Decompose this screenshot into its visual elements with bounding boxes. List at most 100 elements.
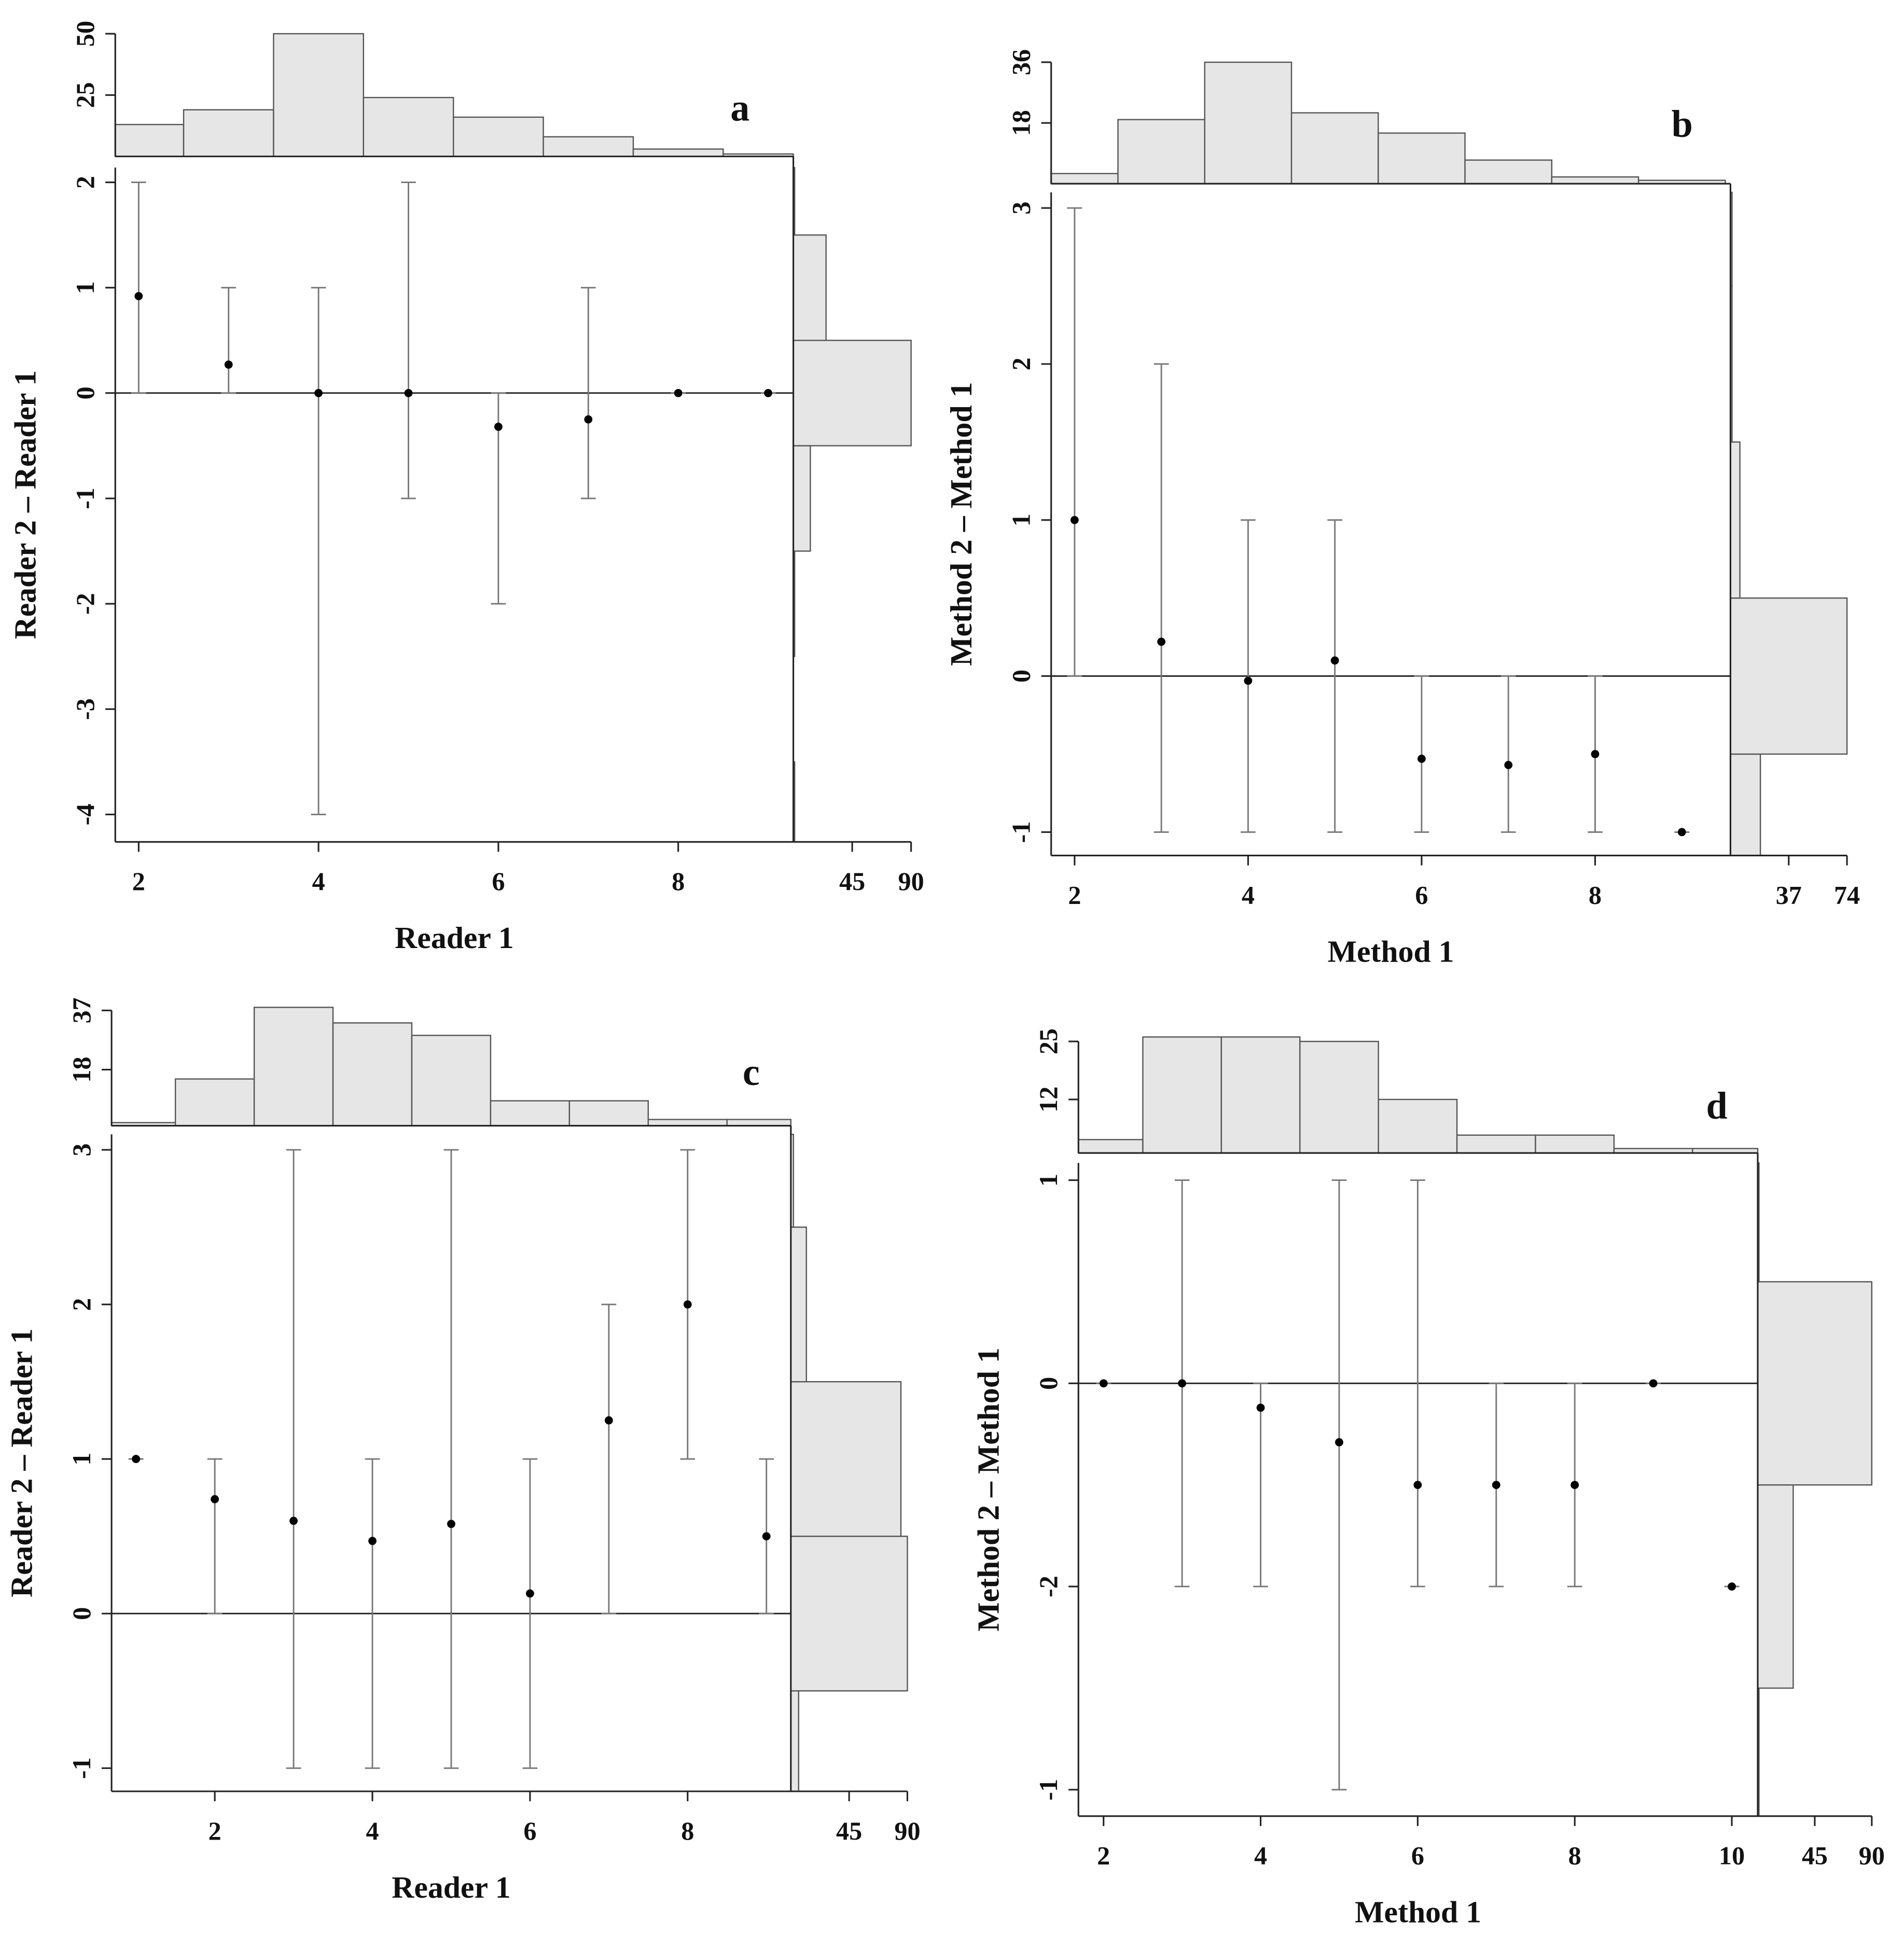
error-bar bbox=[1414, 675, 1429, 833]
y-tick-label: -3 bbox=[71, 698, 100, 720]
point bbox=[1099, 1379, 1108, 1388]
point bbox=[1417, 755, 1426, 763]
point bbox=[314, 388, 323, 397]
top-hist-bar bbox=[647, 1119, 728, 1126]
top-hist-bar bbox=[411, 1035, 492, 1126]
x-tick-label: 8 bbox=[1568, 1841, 1581, 1870]
right-hist-bar bbox=[790, 1226, 807, 1383]
x-tick-label: 6 bbox=[1411, 1841, 1424, 1870]
top-hist-bar bbox=[1290, 112, 1379, 185]
right-hist-tick-label: 90 bbox=[894, 1816, 920, 1845]
x-tick-label: 8 bbox=[681, 1816, 694, 1845]
top-hist-bar bbox=[1378, 132, 1466, 185]
point bbox=[1256, 1403, 1265, 1412]
y-tick-label: 2 bbox=[1007, 357, 1036, 370]
top-hist-bar bbox=[543, 136, 634, 157]
point bbox=[1492, 1481, 1500, 1489]
y-tick-label: 3 bbox=[1007, 201, 1036, 214]
point bbox=[447, 1520, 455, 1528]
panel-letter: d bbox=[1706, 1085, 1728, 1127]
point bbox=[368, 1537, 377, 1546]
y-axis-label: Reader 2 – Reader 1 bbox=[8, 370, 43, 639]
y-tick-label: 1 bbox=[71, 281, 100, 294]
point bbox=[526, 1589, 534, 1598]
y-tick-label: 3 bbox=[67, 1144, 96, 1157]
y-axis-label: Method 2 – Method 1 bbox=[971, 1347, 1006, 1632]
point bbox=[134, 292, 143, 300]
y-tick-label: 0 bbox=[1034, 1377, 1063, 1390]
top-hist-tick-label: 12 bbox=[1034, 1087, 1063, 1112]
right-hist-bar bbox=[1730, 441, 1741, 599]
y-tick-label: 0 bbox=[67, 1607, 96, 1620]
x-tick-label: 6 bbox=[1415, 880, 1428, 909]
error-bar bbox=[522, 1458, 538, 1769]
error-bar bbox=[1153, 363, 1169, 833]
right-hist-bar bbox=[1730, 597, 1848, 755]
error-bar bbox=[1410, 1179, 1425, 1588]
top-hist-bar bbox=[1050, 173, 1119, 185]
point bbox=[1070, 516, 1079, 524]
top-hist-bar bbox=[273, 33, 365, 157]
point bbox=[1335, 1438, 1343, 1446]
x-tick-label: 10 bbox=[1719, 1841, 1745, 1870]
x-tick-label: 4 bbox=[1242, 880, 1255, 909]
y-tick-label: -4 bbox=[71, 804, 100, 826]
right-hist-tick-label: 45 bbox=[1802, 1841, 1828, 1870]
right-hist-bar bbox=[793, 234, 827, 341]
x-axis-label: Reader 1 bbox=[395, 921, 514, 955]
x-tick-label: 6 bbox=[492, 867, 505, 896]
y-tick-label: 1 bbox=[1034, 1174, 1063, 1187]
x-tick-label: 8 bbox=[1589, 880, 1602, 909]
point bbox=[1244, 676, 1253, 685]
top-hist-bar bbox=[332, 1022, 413, 1126]
right-hist-bar bbox=[790, 1690, 799, 1792]
point bbox=[211, 1495, 219, 1503]
point bbox=[224, 360, 233, 369]
top-hist-bar bbox=[115, 123, 185, 157]
point bbox=[674, 388, 683, 397]
x-axis-label: Method 1 bbox=[1328, 934, 1454, 968]
right-hist-bar bbox=[790, 1536, 908, 1692]
x-tick-label: 2 bbox=[132, 867, 145, 896]
y-tick-label: -1 bbox=[1007, 822, 1036, 843]
error-bar bbox=[1327, 519, 1343, 833]
top-hist-bar bbox=[490, 1100, 571, 1126]
top-hist-bar bbox=[452, 116, 544, 157]
y-tick-label: 1 bbox=[1007, 513, 1036, 526]
top-hist-tick-label: 25 bbox=[1034, 1028, 1063, 1054]
top-hist-bar bbox=[1117, 119, 1205, 185]
x-axis-label: Reader 1 bbox=[392, 1870, 511, 1904]
error-bar bbox=[401, 182, 416, 499]
top-hist-bar bbox=[174, 1078, 255, 1126]
right-hist-tick-label: 90 bbox=[1859, 1841, 1885, 1870]
point bbox=[1157, 637, 1166, 646]
y-tick-label: -2 bbox=[71, 593, 100, 615]
error-bar bbox=[131, 182, 146, 394]
x-tick-label: 6 bbox=[523, 1816, 536, 1845]
error-bar bbox=[580, 287, 596, 499]
point bbox=[764, 388, 772, 397]
panel-letter: b bbox=[1672, 103, 1693, 146]
y-tick-label: -1 bbox=[67, 1757, 96, 1779]
right-hist-tick-label: 45 bbox=[836, 1816, 862, 1845]
top-hist-bar bbox=[1299, 1040, 1379, 1154]
x-tick-label: 8 bbox=[672, 867, 685, 896]
right-hist-tick-label: 45 bbox=[839, 867, 865, 896]
y-tick-label: 2 bbox=[71, 176, 100, 189]
x-tick-label: 4 bbox=[366, 1816, 379, 1845]
top-hist-tick-label: 25 bbox=[71, 82, 100, 108]
point bbox=[494, 422, 503, 431]
top-hist-bar bbox=[1142, 1036, 1222, 1154]
top-hist-bar bbox=[1456, 1134, 1536, 1154]
top-hist-bar bbox=[363, 96, 454, 157]
top-hist-tick-label: 36 bbox=[1007, 49, 1036, 75]
error-bar bbox=[1241, 519, 1256, 833]
error-bar bbox=[207, 1458, 223, 1614]
point bbox=[1591, 750, 1600, 758]
error-bar bbox=[1253, 1382, 1268, 1588]
y-tick-label: 0 bbox=[71, 386, 100, 399]
point bbox=[404, 388, 413, 397]
top-hist-bar bbox=[568, 1100, 649, 1126]
point bbox=[1571, 1481, 1579, 1489]
top-hist-bar bbox=[726, 1119, 791, 1126]
